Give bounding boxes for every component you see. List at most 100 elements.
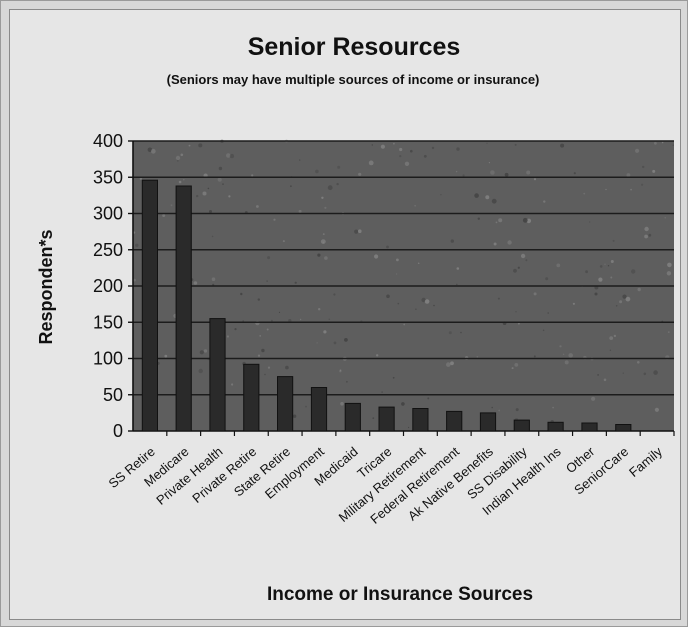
plot-speckle: [376, 354, 379, 357]
plot-speckle: [622, 372, 624, 374]
plot-speckle: [626, 173, 631, 177]
bar: [310, 387, 328, 432]
plot-speckle: [339, 369, 342, 372]
plot-speckle: [396, 258, 399, 262]
plot-speckle: [371, 144, 373, 146]
plot-speckle: [175, 155, 181, 161]
plot-speckle: [520, 253, 526, 259]
plot-speckle: [316, 342, 318, 344]
plot-speckle: [455, 170, 458, 173]
plot-speckle: [507, 240, 512, 245]
plot-speckle: [631, 269, 636, 274]
plot-speckle: [176, 159, 179, 162]
plot-speckle: [573, 172, 576, 175]
plot-speckle: [299, 318, 302, 321]
plot-speckle: [305, 405, 307, 408]
plot-speckle: [266, 280, 268, 282]
plot-speckle: [474, 193, 479, 198]
plot-speckle: [607, 265, 610, 267]
plot-speckle: [290, 185, 292, 188]
plot-speckle: [635, 148, 640, 153]
plot-speckle: [533, 178, 537, 181]
plot-speckle: [504, 172, 509, 177]
plot-speckle: [427, 397, 430, 400]
plot-speckle: [477, 217, 480, 220]
plot-speckle: [218, 166, 223, 171]
plot-speckle: [515, 311, 517, 313]
plot-speckle: [604, 263, 606, 265]
plot-speckle: [431, 146, 435, 150]
plot-speckle: [517, 266, 520, 269]
bar-chart: Senior Resources (Seniors may have multi…: [36, 33, 675, 605]
plot-speckle: [259, 335, 262, 337]
plot-speckle: [622, 294, 627, 299]
plot-speckle: [495, 221, 498, 224]
plot-speckle: [282, 240, 285, 243]
plot-speckle: [667, 262, 672, 268]
plot-speckle: [139, 177, 143, 180]
plot-speckle: [399, 155, 402, 158]
plot-speckle: [178, 180, 182, 184]
plot-speckle: [493, 242, 497, 246]
plot-speckle: [288, 319, 292, 323]
bar: [547, 421, 564, 432]
plot-speckle: [267, 366, 271, 369]
plot-speckle: [610, 276, 613, 279]
plot-speckle: [514, 143, 517, 146]
plot-speckle: [251, 174, 254, 177]
chart-title: Senior Resources: [248, 33, 461, 61]
plot-speckle: [641, 183, 644, 186]
plot-speckle: [199, 350, 204, 355]
plot-speckle: [488, 162, 490, 164]
plot-speckle: [222, 183, 224, 186]
plot-speckle: [450, 361, 454, 366]
plot-speckle: [666, 271, 672, 276]
plot-speckle: [644, 226, 649, 232]
plot-speckle: [333, 293, 336, 296]
plot-speckle: [448, 331, 452, 335]
chart-card: Senior Resources (Seniors may have multi…: [9, 9, 681, 620]
plot-speckle: [240, 292, 243, 296]
plot-speckle: [372, 417, 375, 420]
plot-speckle: [344, 338, 348, 342]
bar: [209, 318, 226, 432]
plot-speckle: [648, 233, 652, 237]
plot-speckle: [340, 401, 344, 406]
plot-speckle: [408, 426, 410, 429]
plot-speckle: [399, 147, 403, 152]
plot-speckle: [462, 174, 465, 177]
plot-speckle: [381, 391, 383, 393]
plot-speckle: [267, 256, 271, 260]
bar: [243, 363, 260, 432]
plot-speckle: [164, 354, 168, 358]
plot-speckle: [605, 188, 607, 191]
plot-speckle: [612, 239, 615, 242]
plot-speckle: [188, 144, 191, 147]
y-tick-label: 50: [103, 385, 123, 405]
plot-speckle: [490, 170, 495, 175]
plot-speckle: [497, 297, 500, 300]
y-tick-label: 200: [93, 276, 123, 296]
plot-speckle: [423, 154, 427, 158]
plot-speckle: [637, 287, 641, 292]
plot-speckle: [446, 362, 451, 367]
plot-speckle: [266, 328, 269, 331]
plot-speckle: [337, 165, 341, 169]
y-tick-label: 100: [93, 349, 123, 369]
plot-speckle: [672, 144, 674, 146]
plot-speckle: [654, 141, 657, 145]
plot-speckle: [491, 198, 497, 204]
y-tick-label: 150: [93, 312, 123, 332]
plot-speckle: [285, 365, 289, 370]
plot-speckle: [433, 304, 435, 307]
plot-speckle: [401, 402, 405, 406]
plot-speckle: [150, 148, 156, 154]
plot-speckle: [292, 414, 297, 418]
plot-speckle: [257, 354, 261, 357]
plot-speckle: [318, 308, 321, 311]
plot-speckle: [298, 209, 302, 213]
plot-speckle: [202, 191, 207, 196]
chart-subtitle: (Seniors may have multiple sources of in…: [167, 72, 540, 87]
plot-speckle: [517, 322, 520, 325]
plot-speckle: [228, 195, 231, 198]
